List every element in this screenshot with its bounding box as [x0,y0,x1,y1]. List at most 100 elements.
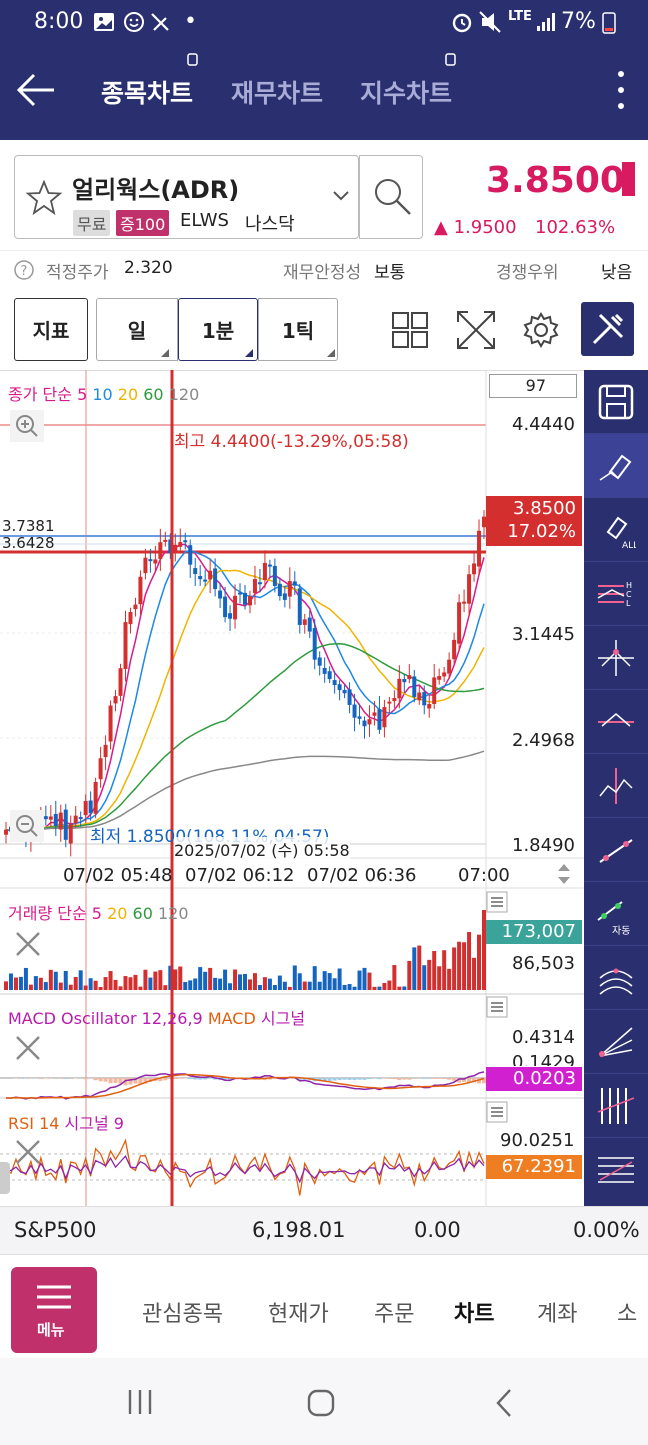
macd-histogram-bar [118,1078,123,1084]
candle-count: 97 [525,376,546,395]
vertical-line-button[interactable] [584,754,648,818]
macd-histogram-bar [407,1078,412,1080]
close-volume-icon[interactable] [14,930,42,958]
candle-body [317,657,322,666]
horizontal-line-button[interactable] [584,690,648,754]
channel-button[interactable] [584,1138,648,1202]
period-corner-marks [161,349,335,357]
tag-free: 무료 [73,210,111,236]
nav-more[interactable]: 소 [617,1302,638,1327]
candle-body [173,544,178,552]
hcl-lines-icon: HCL [597,581,632,608]
candle-body [53,813,58,827]
candle-body [143,557,148,574]
ma-60: 60 [143,385,164,404]
rsi-menu-icon[interactable] [486,1101,508,1123]
chart-svg[interactable] [0,370,584,1206]
zoom-out-icon[interactable] [10,810,44,842]
chevron-down-icon[interactable] [333,190,349,202]
recent-apps-icon[interactable] [126,1388,156,1416]
trend-line-button[interactable] [584,818,648,882]
indicator-button[interactable]: 지표 [14,298,88,361]
ma-120: 120 [168,385,200,404]
stock-selector[interactable]: 얼리웍스(ADR) 무료 증100 ELWS 나스닥 [14,155,359,239]
more-vert-icon[interactable] [614,68,628,112]
volume-bar [118,986,123,990]
back-arrow-icon[interactable] [16,72,56,108]
eraser-all-icon: ALL [606,516,636,550]
macd-histogram-bar [143,1078,148,1084]
nav-watchlist[interactable]: 관심종목 [142,1302,223,1327]
nav-order[interactable]: 주문 [374,1302,415,1327]
macd-histogram-bar [347,1078,352,1080]
search-icon [375,179,411,215]
trend-line-icon [599,838,633,863]
erase-all-button[interactable]: ALL [584,498,648,562]
volume-bar [322,971,327,990]
tools-button[interactable] [581,302,634,356]
volume-menu-icon[interactable] [486,891,508,913]
side-drawer-handle[interactable] [0,1162,10,1194]
price-tag-pct: 17.02% [507,521,576,542]
zoom-in-icon[interactable] [10,410,44,442]
grid-layout-icon[interactable] [392,312,428,348]
volume-tag: 173,007 [486,920,582,944]
macd-menu-icon[interactable] [486,996,508,1018]
candle-body [43,816,48,820]
status-time: 8:00 [34,9,84,34]
star-icon[interactable] [25,180,63,216]
macd-histogram-bar [447,1078,452,1080]
volume-bar [427,959,432,990]
fullscreen-icon[interactable] [456,310,496,350]
period-1min-button[interactable]: 1분 [178,298,258,361]
index-change: 0.00 [414,1218,461,1242]
home-icon[interactable] [306,1388,336,1418]
candle-count-box[interactable]: 97 [489,374,577,398]
back-icon[interactable] [492,1388,516,1418]
index-bar[interactable]: S&P500 6,198.01 0.00 0.00% [0,1206,648,1254]
indicator-label: 지표 [32,319,70,343]
help-icon[interactable]: ? [13,259,35,281]
scroll-arrows-icon[interactable] [556,862,572,886]
close-rsi-icon[interactable] [14,1138,42,1166]
arc-button[interactable] [584,946,648,1010]
volume-pane [0,887,584,995]
nav-current-price[interactable]: 현재가 [268,1302,329,1327]
candle-body [93,781,98,814]
fan-line-button[interactable] [584,1010,648,1074]
nav-chart[interactable]: 차트 [454,1302,495,1327]
ma-line-20 [5,569,485,832]
copy-icon-2 [445,53,456,66]
nav-account[interactable]: 계좌 [537,1302,578,1327]
period-day-button[interactable]: 일 [96,298,178,361]
ma-line-90 [5,750,485,832]
volume-bar [442,950,447,990]
tab-stock-chart[interactable]: 종목차트 [101,79,194,108]
volume-bar [317,981,322,990]
tab-finance-chart[interactable]: 재무차트 [231,79,324,108]
save-drawing-button[interactable] [584,370,648,434]
volume-bar [63,970,68,990]
candle-body [223,596,228,618]
close-macd-icon[interactable] [14,1034,42,1062]
crosshair-time: 2025/07/02 (수) 05:58 [174,837,350,861]
period-1tick-button[interactable]: 1틱 [258,298,338,361]
auto-trend-button[interactable]: 자동 [584,882,648,946]
price-bar [622,162,635,196]
period-lines-button[interactable] [584,1074,648,1138]
candle-body [213,568,218,590]
volume-bar [302,981,307,990]
cross-line-button[interactable] [584,626,648,690]
volume-bar [4,981,8,990]
search-button[interactable] [359,155,423,239]
erase-button[interactable] [584,434,648,498]
volume-bar [467,932,472,990]
settings-icon[interactable] [522,311,560,349]
volume-bar [462,942,467,990]
candle-body [133,604,138,610]
tab-index-chart[interactable]: 지수차트 [360,79,453,108]
volume-bar [123,976,128,990]
menu-button[interactable]: 메뉴 [11,1267,97,1353]
level-label-1: 3.7381 [2,517,55,535]
